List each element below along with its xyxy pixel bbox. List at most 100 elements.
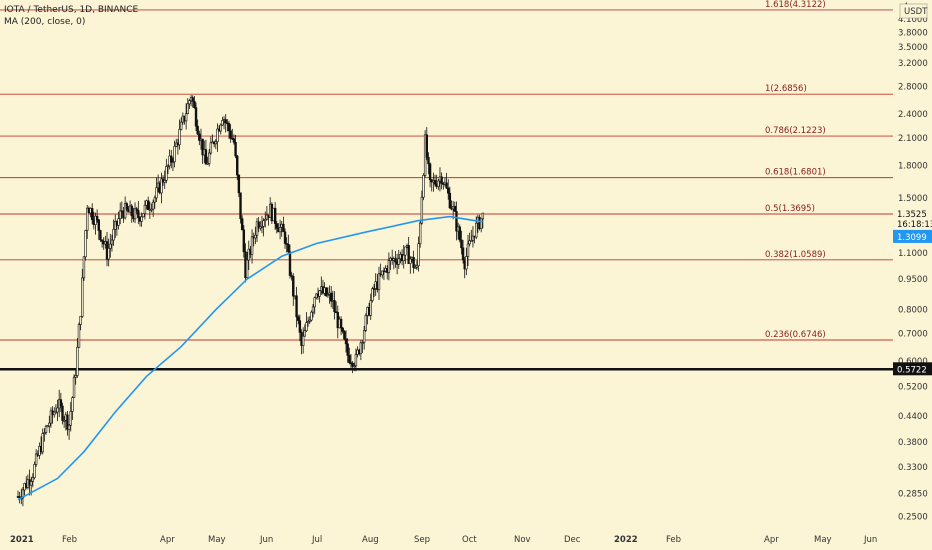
candle-body-275	[470, 240, 473, 242]
y-tick-10: 0.9500	[898, 275, 928, 285]
candle-body-47	[94, 215, 97, 225]
candle-body-159	[278, 227, 282, 233]
candle-body-171	[298, 320, 302, 333]
y-tick-12: 0.7000	[898, 329, 928, 339]
candle-body-110	[198, 133, 201, 141]
fib-label-3: 0.618(1.6801)	[765, 168, 826, 178]
currency-box	[899, 3, 928, 19]
candle-body-210	[362, 330, 366, 343]
candle-body-34	[72, 376, 76, 398]
candle-body-98	[178, 129, 181, 146]
indicator-title[interactable]: MA (200, close, 0)	[4, 17, 86, 27]
candle-body-146	[257, 221, 260, 229]
candle-body-35	[74, 375, 77, 378]
candle-body-20	[49, 410, 53, 424]
candle-body-30	[66, 414, 69, 430]
candle-body-73	[137, 210, 140, 219]
x-tick-15: Jun	[863, 535, 877, 545]
candle-body-71	[133, 208, 137, 220]
candle-body-57	[110, 239, 114, 245]
y-tick-1: 3.8000	[898, 28, 928, 38]
candle-body-246	[422, 175, 425, 198]
countdown-text: 16:18:13	[897, 220, 932, 230]
candle-body-95	[173, 145, 176, 163]
candle-body-156	[273, 207, 277, 224]
candle-body-215	[371, 288, 374, 301]
candle-body-276	[471, 235, 475, 241]
candle-body-39	[81, 277, 84, 317]
candle-body-38	[79, 316, 82, 325]
hline-price-text: 0.5722	[897, 365, 927, 375]
candle-body-121	[216, 128, 219, 143]
candle-body-37	[77, 324, 81, 348]
candle-body-140	[247, 248, 250, 261]
candle-body-253	[433, 180, 437, 185]
candle-body-188	[326, 294, 330, 297]
candle-body-150	[264, 218, 267, 222]
candle-body-260	[445, 182, 448, 189]
candle-body-190	[329, 292, 333, 302]
candle-body-209	[361, 342, 364, 344]
y-tick-5: 2.4000	[898, 110, 928, 120]
candle-body-178	[310, 311, 313, 321]
symbol-title[interactable]: IOTA / TetherUS, 1D, BINANCE	[4, 5, 139, 15]
last-price-tag	[893, 208, 932, 231]
candle-body-103	[186, 103, 189, 114]
candle-body-77	[143, 204, 147, 214]
y-tick-7: 1.8000	[898, 161, 928, 171]
candle-body-65	[123, 203, 127, 219]
candle-body-197	[341, 327, 344, 332]
candle-body-123	[219, 124, 222, 132]
candle-body-262	[448, 192, 452, 209]
candle-body-261	[447, 187, 450, 194]
candle-body-107	[193, 100, 196, 108]
candle-body-116	[208, 152, 211, 164]
candle-body-250	[428, 163, 432, 180]
candle-body-112	[201, 138, 204, 156]
fib-label-4: 0.5(1.3695)	[765, 204, 815, 214]
x-tick-13: Apr	[764, 535, 779, 545]
candle-body-161	[282, 223, 285, 233]
candle-body-137	[242, 229, 246, 253]
candle-body-66	[125, 203, 128, 210]
x-tick-9: Nov	[514, 535, 531, 545]
candle-body-49	[97, 219, 100, 231]
candle-body-42	[86, 207, 89, 231]
x-tick-10: Dec	[564, 535, 581, 545]
candle-body-36	[76, 347, 79, 376]
candle-body-106	[191, 97, 194, 102]
candle-body-281	[479, 218, 483, 230]
y-tick-0: 4.1000	[898, 15, 928, 25]
candle-body-56	[109, 243, 112, 249]
x-tick-8: Oct	[462, 535, 477, 545]
candle-body-174	[303, 330, 307, 337]
candle-body-163	[285, 243, 288, 245]
candle-body-278	[475, 222, 478, 238]
candle-body-183	[318, 290, 321, 297]
candle-body-244	[418, 222, 422, 245]
candle-body-257	[440, 176, 443, 184]
y-tick-3: 3.2000	[898, 59, 928, 69]
last-price-text: 1.3525	[897, 210, 927, 220]
candle-body-90	[165, 166, 168, 181]
candle-body-18	[46, 425, 49, 428]
candle-body-11	[34, 453, 38, 465]
candle-body-192	[333, 300, 336, 313]
candle-body-15	[41, 433, 44, 453]
candle-body-203	[351, 362, 354, 367]
candle-body-177	[308, 319, 311, 322]
candle-body-222	[382, 270, 386, 273]
candle-body-234	[402, 254, 405, 262]
candle-body-69	[130, 205, 133, 217]
candle-body-32	[69, 411, 72, 426]
candle-body-179	[311, 306, 315, 313]
candle-body-10	[33, 464, 36, 478]
currency-label: USDT	[904, 7, 928, 17]
candle-body-157	[275, 223, 278, 229]
x-tick-2: Apr	[160, 535, 175, 545]
candle-body-48	[95, 215, 99, 221]
candle-body-17	[44, 425, 48, 433]
x-tick-5: Jul	[311, 535, 322, 545]
